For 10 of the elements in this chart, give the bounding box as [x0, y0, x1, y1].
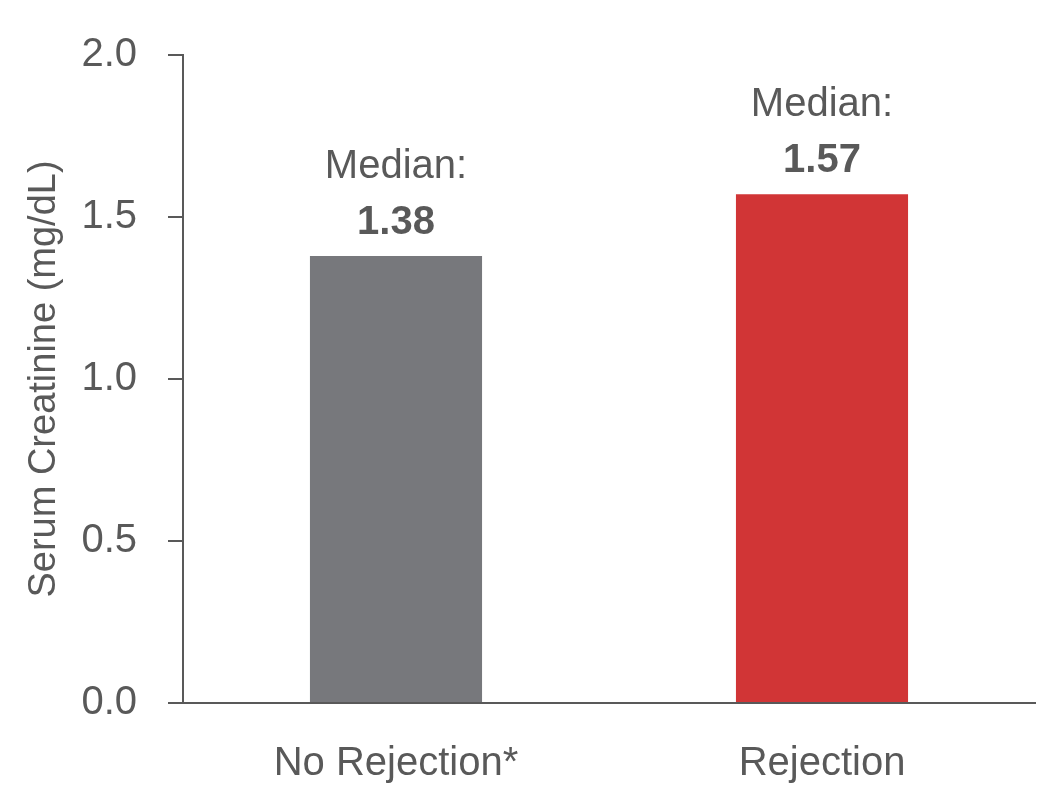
- data-label: Median: 1.38: [324, 141, 468, 242]
- x-tick-label: Rejection: [738, 739, 906, 784]
- y-tick-label: 0.0: [81, 678, 137, 723]
- y-tick-label: 2.0: [81, 30, 137, 75]
- y-axis-title: Serum Creatinine (mg/dL): [21, 160, 64, 598]
- y-tick-label: 0.5: [81, 516, 137, 561]
- y-tick-label: 1.0: [81, 354, 137, 399]
- x-tick-label: No Rejection*: [273, 739, 519, 784]
- y-tick-label: 1.5: [81, 192, 137, 237]
- data-label: Median: 1.57: [750, 80, 894, 181]
